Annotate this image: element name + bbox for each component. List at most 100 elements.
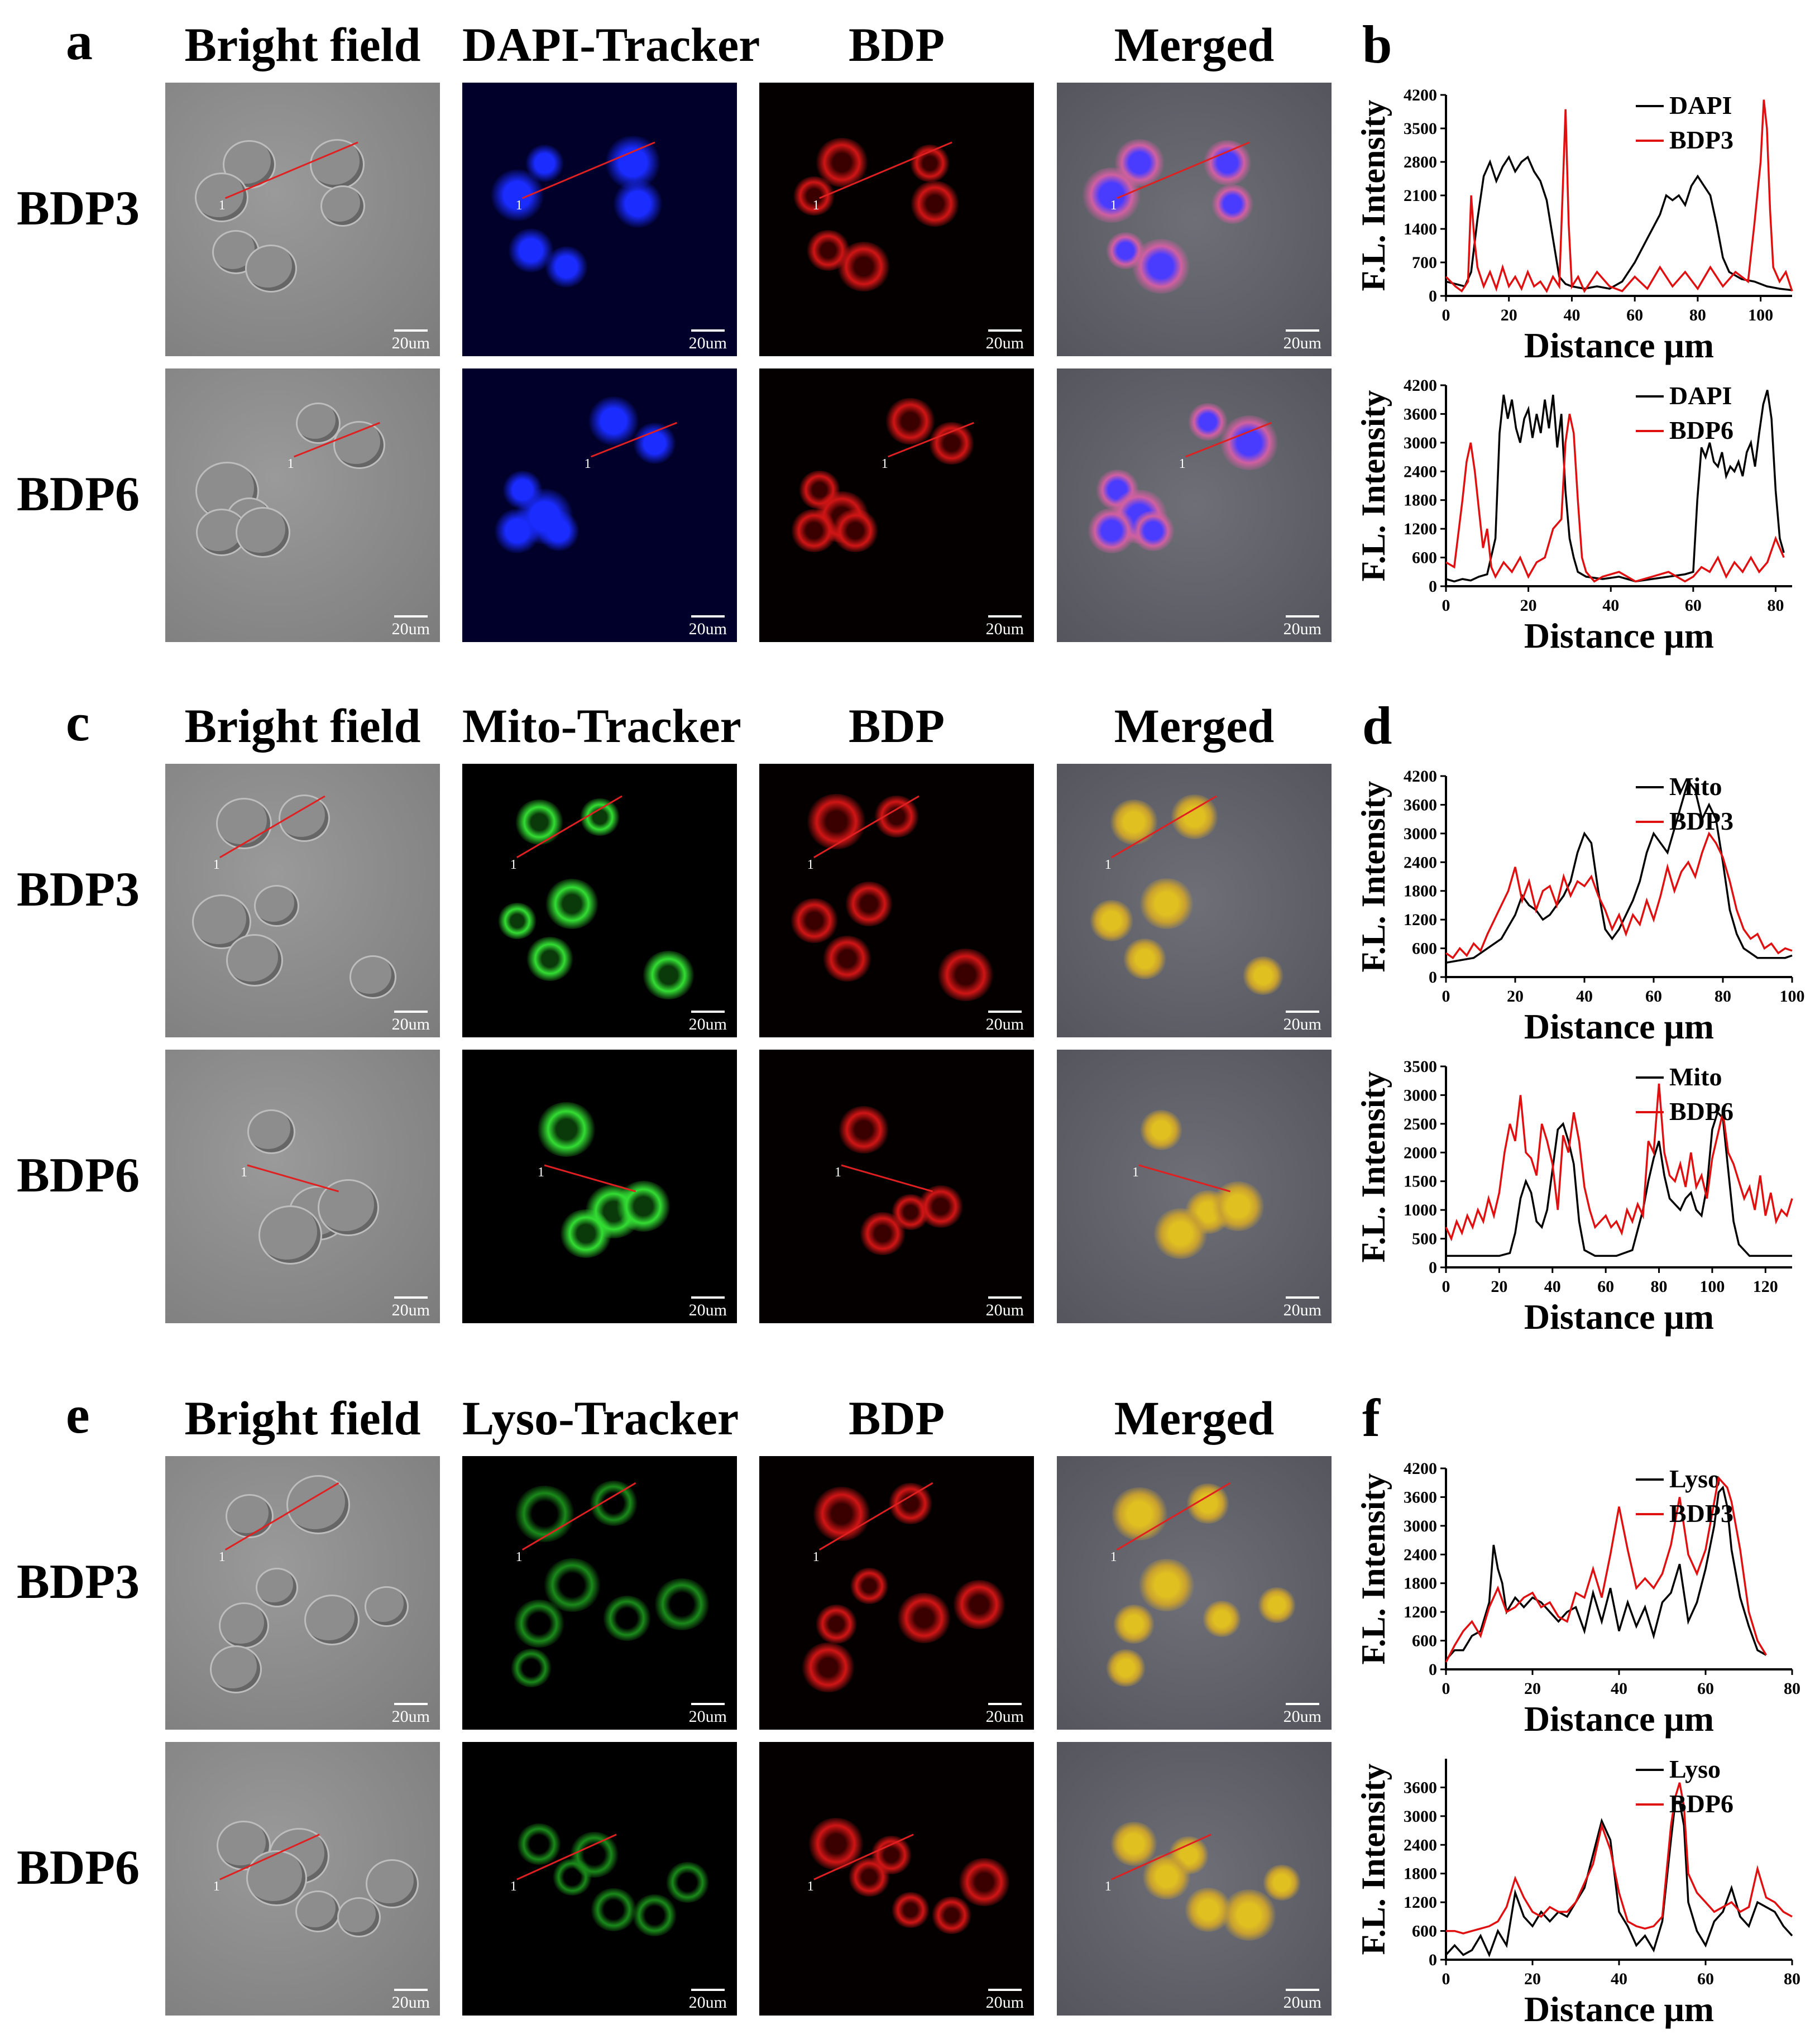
column-header: DAPI-Tracker — [462, 18, 760, 71]
line-marker: 1 — [1179, 457, 1186, 471]
cell — [195, 172, 249, 222]
cell — [602, 1596, 652, 1641]
cell — [793, 176, 836, 216]
cell — [526, 936, 574, 981]
x-axis-label: Distance μm — [1524, 1989, 1714, 2029]
y-axis-label: F.L. Intensity — [1355, 781, 1392, 973]
line-profile: 1 — [807, 1834, 914, 1894]
x-axis-label: Distance μm — [1524, 1007, 1714, 1046]
series-line-bdp6 — [1445, 414, 1785, 583]
scale-bar-line — [988, 1989, 1022, 1991]
bright-field-image: 1 20um — [165, 368, 440, 642]
tracker-image: 1 20um — [462, 1742, 737, 2016]
scale-bar: 20um — [986, 1296, 1024, 1320]
row-label: BDP6 — [17, 1841, 140, 1895]
y-tick-label: 1200 — [1404, 1893, 1437, 1912]
scale-bar-line — [691, 1703, 725, 1705]
y-tick-label: 3600 — [1404, 1778, 1437, 1797]
cell — [514, 799, 564, 845]
column-header: Bright field — [184, 1391, 421, 1445]
cell — [812, 1487, 871, 1541]
line-marker: 1 — [1110, 1550, 1117, 1564]
cell — [815, 1604, 858, 1644]
scale-bar: 20um — [986, 1989, 1024, 2012]
cell — [544, 246, 590, 288]
cell — [1170, 794, 1219, 839]
cell — [236, 507, 291, 558]
line-profile: 1 — [882, 422, 974, 471]
x-tick-label: 80 — [1784, 1679, 1800, 1698]
scale-bar: 20um — [689, 1703, 727, 1726]
series-line-lyso — [1445, 1485, 1767, 1661]
y-tick-label: 0 — [1429, 577, 1437, 596]
y-tick-label: 2400 — [1404, 1545, 1437, 1564]
cell — [226, 934, 284, 987]
line-profile: 1 — [241, 1164, 339, 1193]
merged-image: 1 20um — [1057, 83, 1332, 356]
cell — [1201, 1600, 1242, 1637]
cell — [215, 797, 272, 850]
y-tick-label: 0 — [1429, 968, 1437, 987]
cell — [1109, 799, 1158, 845]
x-tick-label: 80 — [1784, 1970, 1800, 1988]
line-marker: 1 — [813, 1550, 820, 1564]
column-header: Bright field — [184, 18, 421, 71]
scale-bar-label: 20um — [688, 1707, 727, 1726]
line-profile: 1 — [585, 422, 677, 471]
scale-bar-line — [1285, 1703, 1319, 1705]
y-tick-label: 700 — [1412, 253, 1437, 272]
cell — [909, 144, 950, 182]
scale-bar-label: 20um — [1283, 1301, 1321, 1319]
merged-image: 1 20um — [1057, 1050, 1332, 1323]
bdp-image: 1 20um — [759, 764, 1034, 1037]
x-tick-label: 0 — [1442, 1970, 1450, 1988]
cell — [245, 244, 298, 293]
cell — [588, 1481, 638, 1526]
y-tick-label: 1800 — [1404, 882, 1437, 901]
scale-bar: 20um — [392, 615, 430, 639]
x-tick-label: 60 — [1697, 1679, 1714, 1698]
cell — [1152, 1208, 1208, 1259]
cell — [1122, 939, 1167, 979]
y-tick-label: 1500 — [1404, 1172, 1437, 1191]
y-tick-label: 3600 — [1404, 796, 1437, 814]
y-tick-label: 3000 — [1404, 1086, 1437, 1104]
line-marker: 1 — [1132, 1165, 1139, 1180]
legend-label: DAPI — [1669, 91, 1732, 119]
x-tick-label: 100 — [1699, 1277, 1725, 1296]
scale-bar-label: 20um — [985, 334, 1024, 352]
scale-bar-label: 20um — [391, 1993, 430, 2012]
scale-bar-label: 20um — [688, 1993, 727, 2012]
line-marker: 1 — [510, 1879, 517, 1894]
cell — [801, 1642, 855, 1692]
scale-bar: 20um — [392, 329, 430, 353]
x-axis-label: Distance μm — [1524, 1699, 1714, 1739]
line-profile-chart: 0 600 1200 1800 2400 3000 3600 4200 0 20 40 60 80 100… — [1355, 767, 1805, 1046]
series-line-mito — [1445, 778, 1793, 964]
cell — [849, 1568, 889, 1604]
scale-bar-label: 20um — [391, 1015, 430, 1033]
legend-label: Lyso — [1669, 1755, 1721, 1783]
scale-bar: 20um — [689, 615, 727, 639]
x-tick-label: 120 — [1753, 1277, 1778, 1296]
cell — [917, 1185, 964, 1228]
y-axis-label: F.L. Intensity — [1355, 1473, 1392, 1665]
y-tick-label: 1000 — [1404, 1201, 1437, 1219]
y-tick-label: 3500 — [1404, 1057, 1437, 1076]
line-profile: 1 — [213, 1834, 320, 1894]
scale-bar-line — [988, 1703, 1022, 1705]
line-profile: 1 — [510, 1834, 617, 1894]
x-tick-label: 40 — [1611, 1679, 1627, 1698]
x-tick-label: 80 — [1689, 306, 1706, 324]
legend-label: BDP3 — [1669, 1499, 1733, 1528]
line-marker: 1 — [516, 1550, 523, 1564]
cell — [885, 398, 936, 445]
cell — [1211, 184, 1254, 224]
cell — [304, 1594, 360, 1646]
bdp-image: 1 20um — [759, 1050, 1034, 1323]
line-profile: 1 — [219, 141, 358, 213]
cell — [295, 403, 341, 444]
scale-bar: 20um — [392, 1989, 430, 2012]
line-profile: 1 — [1105, 795, 1217, 872]
cell — [791, 509, 838, 553]
